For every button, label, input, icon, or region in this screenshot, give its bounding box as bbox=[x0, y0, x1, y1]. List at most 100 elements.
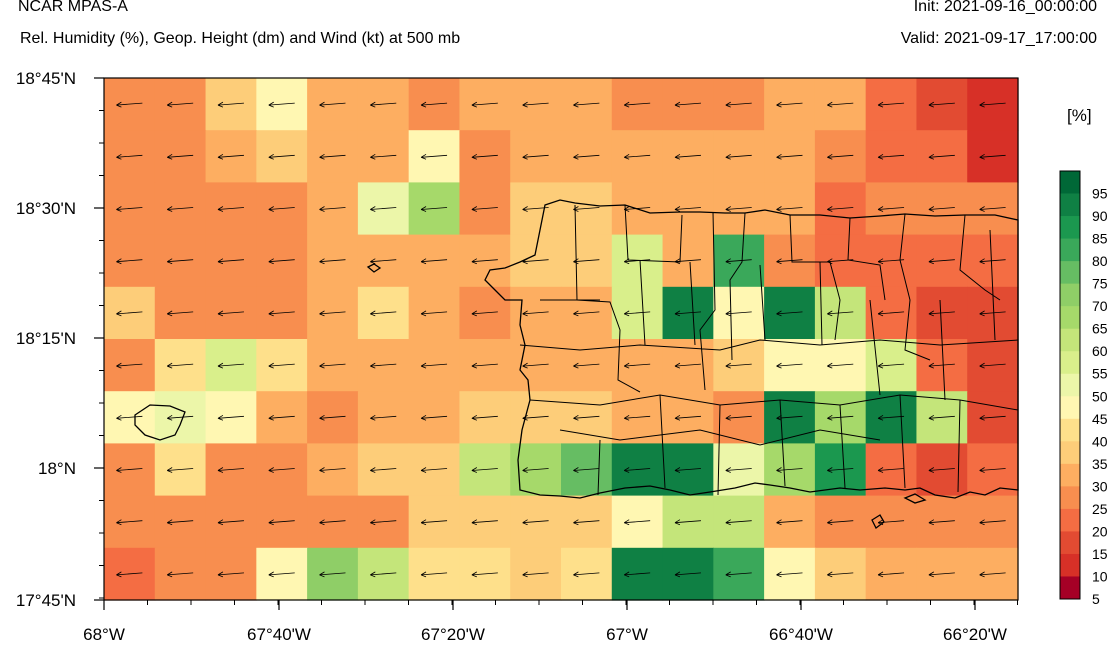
colorbar-segment bbox=[1060, 171, 1080, 194]
wind-arrow bbox=[370, 467, 397, 473]
wind-arrow bbox=[420, 101, 448, 108]
wind-arrow bbox=[268, 467, 295, 473]
wind-arrow bbox=[420, 362, 448, 369]
plot-frame bbox=[103, 77, 1019, 601]
wind-arrow bbox=[268, 571, 295, 578]
wind-arrow bbox=[370, 153, 397, 160]
x-tick-label: 68°W bbox=[83, 625, 125, 644]
wind-arrow bbox=[776, 310, 803, 317]
wind-arrow bbox=[674, 153, 701, 160]
wind-arrow bbox=[420, 153, 448, 160]
wind-arrow bbox=[217, 467, 244, 473]
colorbar-label: 75 bbox=[1092, 276, 1107, 292]
colorbar-label: 15 bbox=[1092, 546, 1107, 562]
municipal-boundaries bbox=[519, 204, 1019, 496]
wind-arrow bbox=[420, 414, 448, 421]
wind-arrow bbox=[522, 258, 549, 265]
wind-arrow bbox=[776, 258, 803, 265]
colorbar-segment bbox=[1060, 261, 1080, 285]
wind-arrow bbox=[522, 101, 549, 108]
wind-arrow bbox=[623, 467, 651, 473]
wind-arrow bbox=[217, 571, 244, 578]
colorbar-segment bbox=[1060, 553, 1080, 577]
wind-arrow bbox=[877, 362, 905, 369]
wind-arrow bbox=[674, 101, 701, 108]
colorbar-label: 70 bbox=[1092, 298, 1107, 314]
wind-arrow bbox=[522, 153, 549, 160]
wind-arrows bbox=[116, 101, 1006, 578]
wind-arrow bbox=[725, 362, 752, 369]
colorbar-segment bbox=[1060, 306, 1080, 330]
wind-arrow bbox=[319, 519, 346, 526]
wind-arrow bbox=[674, 258, 701, 265]
wind-arrow bbox=[522, 519, 549, 526]
y-tick-label: 18°15'N bbox=[16, 329, 76, 348]
wind-arrow bbox=[268, 258, 295, 265]
wind-arrow bbox=[217, 206, 244, 212]
wind-arrow bbox=[420, 206, 448, 212]
wind-arrow bbox=[116, 310, 143, 317]
colorbar-segment bbox=[1060, 351, 1080, 375]
colorbar-segment bbox=[1060, 193, 1080, 217]
wind-arrow bbox=[166, 414, 194, 421]
wind-arrow bbox=[471, 258, 498, 265]
wind-arrow bbox=[725, 101, 752, 108]
wind-arrow bbox=[268, 310, 295, 317]
wind-arrow bbox=[217, 414, 244, 421]
desecheo-island-coastline bbox=[366, 263, 382, 273]
wind-arrow bbox=[217, 101, 244, 108]
wind-arrow bbox=[776, 571, 803, 578]
colorbar-segment bbox=[1060, 418, 1080, 442]
colorbar-label: 60 bbox=[1092, 343, 1107, 359]
wind-arrow bbox=[776, 467, 803, 473]
wind-arrow bbox=[217, 258, 244, 265]
x-tick-label: 67°40'W bbox=[247, 625, 311, 644]
wind-arrow bbox=[370, 310, 397, 317]
wind-arrow bbox=[877, 414, 905, 421]
wind-arrow bbox=[370, 258, 397, 265]
wind-arrow bbox=[217, 362, 244, 369]
wind-arrow bbox=[319, 206, 346, 212]
wind-arrow bbox=[116, 519, 143, 526]
wind-arrow bbox=[674, 571, 701, 578]
wind-arrow bbox=[827, 153, 854, 160]
wind-arrow bbox=[928, 258, 955, 265]
wind-arrow bbox=[116, 414, 143, 421]
colorbar-segment bbox=[1060, 328, 1080, 352]
wind-arrow bbox=[776, 206, 803, 212]
wind-arrow bbox=[166, 310, 194, 317]
wind-arrow bbox=[166, 101, 194, 108]
wind-arrow bbox=[725, 258, 752, 265]
wind-arrow bbox=[116, 467, 143, 473]
wind-arrow bbox=[370, 414, 397, 421]
wind-arrow bbox=[166, 571, 194, 578]
y-tick-label: 18°N bbox=[38, 459, 76, 478]
x-tick-label: 67°W bbox=[606, 625, 648, 644]
valid-time: Valid: 2021-09-17_17:00:00 bbox=[900, 30, 1097, 47]
wind-arrow bbox=[827, 258, 854, 265]
colorbar-segment bbox=[1060, 486, 1080, 510]
colorbar-label: 10 bbox=[1092, 568, 1107, 584]
wind-arrow bbox=[827, 519, 854, 526]
wind-arrow bbox=[928, 310, 955, 317]
wind-arrow bbox=[928, 519, 955, 526]
wind-arrow bbox=[522, 206, 549, 212]
wind-arrow bbox=[674, 467, 701, 473]
wind-arrow bbox=[979, 206, 1006, 212]
colorbar-label: 35 bbox=[1092, 456, 1107, 472]
wind-arrow bbox=[725, 467, 752, 473]
init-time: Init: 2021-09-16_00:00:00 bbox=[913, 0, 1097, 15]
colorbar-segment bbox=[1060, 463, 1080, 487]
x-tick-label: 66°20'W bbox=[943, 625, 1007, 644]
colorbar-segment bbox=[1060, 373, 1080, 397]
axes: 68°W 67°40'W 67°20'W 67°W 66°40'W 66°20'W 18°4… bbox=[16, 69, 1018, 644]
wind-arrow bbox=[827, 310, 854, 317]
wind-arrow bbox=[623, 206, 651, 212]
wind-arrow bbox=[776, 519, 803, 526]
wind-arrow bbox=[979, 467, 1006, 473]
wind-arrow bbox=[471, 467, 498, 473]
colorbar-label: 65 bbox=[1092, 321, 1107, 337]
wind-arrow bbox=[573, 414, 600, 421]
colorbar-segment bbox=[1060, 531, 1080, 555]
